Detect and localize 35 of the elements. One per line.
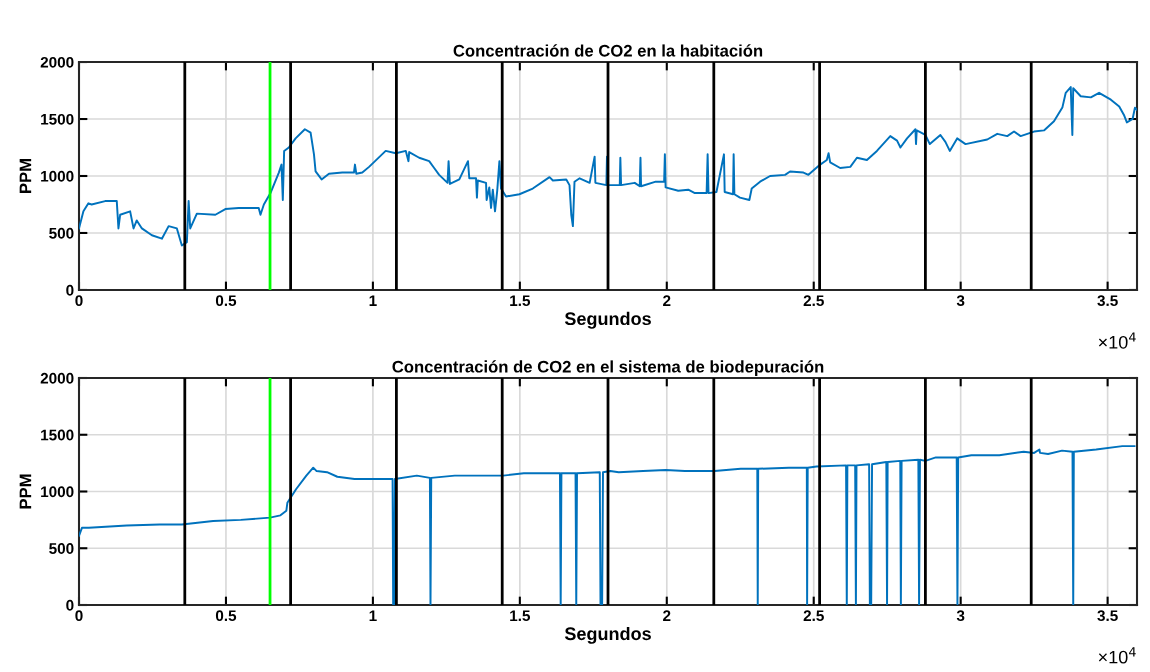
y-tick-label: 2000 (40, 372, 74, 384)
x-axis-title: Segundos (564, 311, 651, 329)
x-tick-label: 2.5 (803, 295, 824, 307)
y-axis-title: PPM (19, 474, 32, 509)
chart-title: Concentración de CO2 en el sistema de biodepuración (392, 360, 824, 376)
y-tick-label: 0 (66, 599, 74, 611)
x-tick-label: 0 (75, 610, 83, 622)
x-tick-label: 3.5 (1097, 610, 1118, 622)
x-tick-label: 0.5 (215, 295, 237, 307)
x-tick-label: 0 (75, 295, 83, 307)
x-tick-label: 2 (663, 610, 671, 621)
line-series (79, 86, 1137, 247)
x-tick-label: 0.5 (215, 610, 237, 622)
text: ×10$^{4}$ (1098, 332, 1136, 349)
x-tick-label: 2 (663, 295, 671, 306)
chart-title: Concentración de CO2 en la habitación (453, 44, 763, 57)
x-tick-label: 3 (956, 295, 965, 307)
y-axis-title: PPM (19, 159, 32, 193)
y-tick-label: 500 (49, 227, 74, 239)
x-tick-label: 1 (369, 610, 377, 621)
y-tick-label: 1000 (41, 486, 74, 498)
y-tick-label: 1500 (41, 113, 74, 125)
x-axis-title: Segundos (564, 626, 651, 644)
y-tick-label: 1500 (41, 429, 74, 441)
y-tick-label: 1000 (41, 170, 74, 182)
text: ×10$^{4}$ (1098, 647, 1136, 664)
x-tick-label: 3 (956, 610, 965, 622)
y-tick-label: 0 (66, 284, 74, 296)
x-tick-label: 1 (369, 295, 377, 306)
y-tick-label: 2000 (40, 56, 74, 68)
x-tick-label: 3.5 (1097, 295, 1118, 307)
y-tick-label: 500 (49, 543, 74, 554)
x-tick-label: 2.5 (803, 610, 824, 622)
x-tick-label: 1.5 (510, 295, 531, 307)
x-tick-label: 1.5 (510, 610, 531, 622)
